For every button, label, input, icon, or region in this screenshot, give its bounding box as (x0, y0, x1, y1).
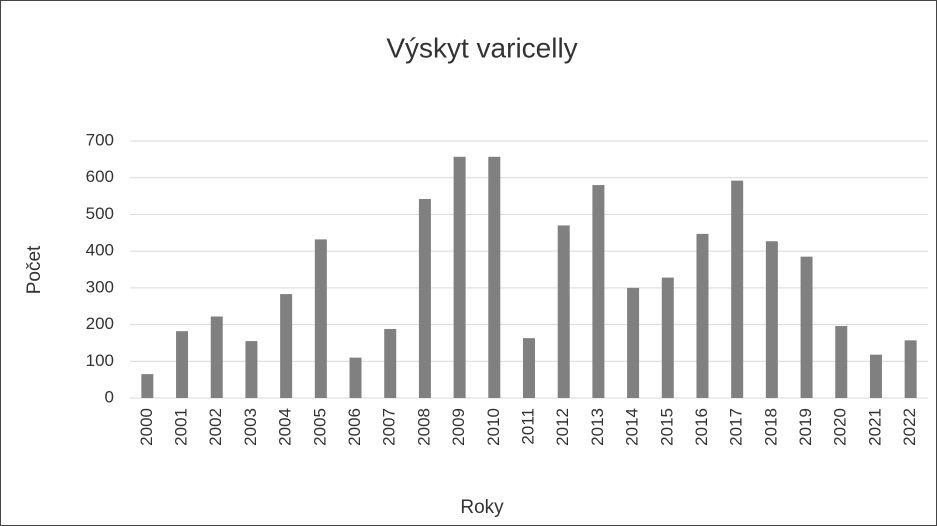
x-tick-label: 2012 (553, 408, 572, 446)
bar (523, 338, 535, 398)
y-tick-label: 400 (86, 241, 114, 260)
bar (488, 156, 501, 398)
x-tick-label: 2021 (865, 408, 884, 446)
bar (765, 241, 778, 398)
bar (245, 341, 258, 398)
x-tick-label: 2008 (414, 408, 433, 446)
y-tick-label: 600 (86, 167, 114, 186)
bar (904, 340, 917, 398)
x-tick-label: 2020 (831, 408, 850, 446)
bar (418, 199, 431, 398)
x-tick-label: 2009 (449, 408, 468, 446)
bar (592, 185, 605, 398)
y-tick-label: 500 (86, 204, 114, 223)
y-tick-label: 700 (86, 130, 114, 149)
bar (349, 357, 362, 398)
bar (627, 287, 640, 398)
x-tick-label: 2019 (796, 408, 815, 446)
x-tick-label: 2022 (900, 408, 919, 446)
x-tick-label: 2006 (345, 408, 364, 446)
x-tick-label: 2000 (137, 408, 156, 446)
y-tick-label: 200 (86, 314, 114, 333)
x-tick-label: 2002 (206, 408, 225, 446)
x-tick-label: 2015 (657, 408, 676, 446)
bar (557, 225, 570, 398)
x-axis-label: Roky (460, 497, 504, 518)
bar (835, 326, 848, 398)
bar (384, 328, 397, 398)
y-axis-label: Počet (24, 245, 45, 294)
x-tick-label: 2017 (727, 408, 746, 446)
x-tick-label: 2003 (241, 408, 260, 446)
bar (210, 316, 223, 398)
x-tick-label: 2004 (276, 408, 295, 446)
bar (176, 331, 189, 398)
y-tick-label: 300 (86, 277, 114, 296)
bar (696, 233, 709, 398)
bar (280, 294, 293, 398)
x-tick-label: 2007 (380, 408, 399, 446)
x-tick-label: 2014 (623, 408, 642, 446)
x-tick-label: 2016 (692, 408, 711, 446)
y-tick-label: 0 (105, 387, 114, 406)
x-tick-label: 2010 (484, 408, 503, 446)
x-tick-label: 2011 (518, 408, 537, 445)
y-tick-label: 100 (86, 351, 114, 370)
bar (800, 256, 813, 398)
bar (453, 156, 466, 398)
chart-title: Výskyt varicelly (386, 32, 577, 63)
bar (731, 180, 744, 398)
x-tick-label: 2001 (172, 408, 191, 446)
bar (869, 354, 882, 398)
bar (141, 374, 154, 398)
bar (661, 277, 674, 398)
x-tick-label: 2013 (588, 408, 607, 446)
bar (314, 239, 327, 398)
x-tick-label: 2005 (310, 408, 329, 446)
x-tick-label: 2018 (761, 408, 780, 446)
